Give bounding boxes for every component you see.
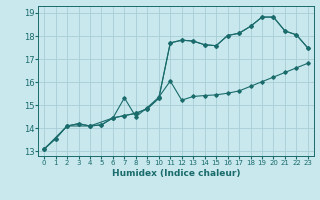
X-axis label: Humidex (Indice chaleur): Humidex (Indice chaleur)	[112, 169, 240, 178]
